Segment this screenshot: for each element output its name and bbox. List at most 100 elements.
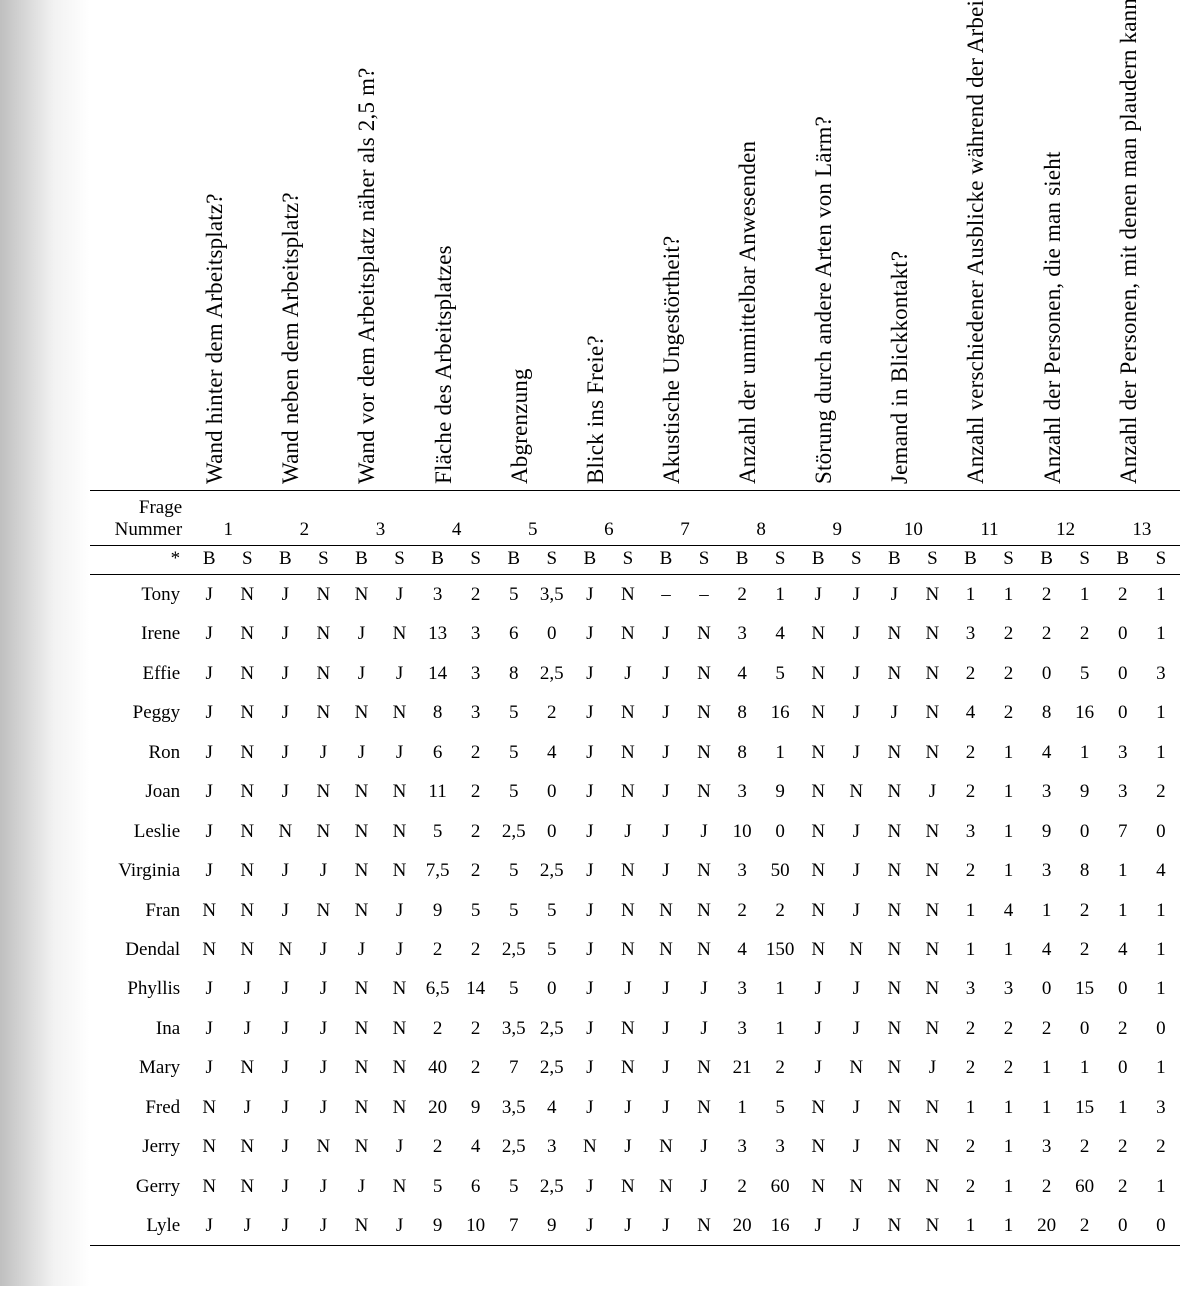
cell: 5 [495,575,533,615]
cell: 8 [419,693,457,732]
cell: J [609,1088,647,1127]
cell: N [647,891,685,930]
cell: 1 [989,930,1027,969]
cell: N [380,1088,418,1127]
cell: 1 [989,1167,1027,1206]
cell: J [571,1088,609,1127]
cell: N [875,1088,913,1127]
cell: N [647,1167,685,1206]
cell: J [380,733,418,772]
cell: 2 [723,891,761,930]
cell: 1 [1142,614,1180,653]
cell: J [799,969,837,1008]
cell: 4 [761,614,799,653]
cell: 0 [1142,1009,1180,1048]
row-name: Gerry [90,1167,190,1206]
cell: 2 [419,930,457,969]
cell: J [190,851,228,890]
table-row: GerryNNJJJN5652,5JNNJ260NNNN2126021 [90,1167,1180,1206]
subheader-s: S [457,546,495,575]
column-header-q13: Anzahl der Personen, mit denen man plaud… [1104,30,1180,491]
row-name: Peggy [90,693,190,732]
cell: 4 [723,654,761,693]
cell: 5 [761,1088,799,1127]
cell: J [228,1088,266,1127]
cell: 2 [989,1009,1027,1048]
cell: 0 [1104,693,1142,732]
cell: 3 [951,614,989,653]
table-row: TonyJNJNNJ3253,5JN––21JJJN112121 [90,575,1180,615]
cell: N [380,1167,418,1206]
cell: 4 [989,891,1027,930]
cell: N [913,1167,951,1206]
cell: J [609,969,647,1008]
cell: J [609,1206,647,1246]
cell: J [913,1048,951,1087]
cell: 2 [989,693,1027,732]
cell: 1 [1142,891,1180,930]
cell: 7 [1104,812,1142,851]
question-number-7: 7 [647,491,723,546]
cell: – [685,575,723,615]
cell: J [571,851,609,890]
table-row: RonJNJJJJ6254JNJN81NJNN214131 [90,733,1180,772]
cell: 5 [533,891,571,930]
cell: N [799,851,837,890]
frage-nummer-label: FrageNummer [90,491,190,546]
cell: 5 [495,1167,533,1206]
cell: N [228,575,266,615]
cell: N [647,930,685,969]
cell: 2,5 [533,1009,571,1048]
cell: 5 [533,930,571,969]
cell: 1 [989,1088,1027,1127]
cell: N [685,1206,723,1246]
cell: 5 [495,891,533,930]
cell: J [304,851,342,890]
cell: 2 [533,693,571,732]
cell: N [609,1167,647,1206]
cell: N [190,891,228,930]
cell: N [228,654,266,693]
cell: 9 [419,891,457,930]
cell: N [913,930,951,969]
cell: N [837,1167,875,1206]
cell: – [647,575,685,615]
cell: 7 [495,1206,533,1246]
cell: 2 [951,1167,989,1206]
table-row: MaryJNJJNN40272,5JNJN212JNNJ221101 [90,1048,1180,1087]
cell: 8 [1028,693,1066,732]
cell: 5 [495,969,533,1008]
cell: 3 [989,969,1027,1008]
cell: 0 [1142,1206,1180,1246]
row-name: Fred [90,1088,190,1127]
cell: 5 [495,693,533,732]
cell: N [799,1088,837,1127]
cell: N [228,772,266,811]
cell: J [837,1088,875,1127]
cell: 3 [723,772,761,811]
cell: N [875,1009,913,1048]
cell: 1 [1142,733,1180,772]
cell: 3 [419,575,457,615]
column-header-q10: Jemand in Blickkontakt? [875,30,951,491]
cell: 20 [723,1206,761,1246]
question-number-3: 3 [342,491,418,546]
cell: 5 [495,733,533,772]
cell: 1 [989,575,1027,615]
cell: N [380,1048,418,1087]
cell: 9 [1028,812,1066,851]
cell: J [609,1127,647,1166]
cell: N [190,930,228,969]
column-header-q9: Störung durch andere Arten von Lärm? [799,30,875,491]
row-name: Irene [90,614,190,653]
table-row: LyleJJJJNJ91079JJJN2016JJNN1120200 [90,1206,1180,1246]
cell: N [190,1167,228,1206]
cell: 1 [989,1206,1027,1246]
cell: J [647,654,685,693]
cell: N [609,851,647,890]
cell: J [571,891,609,930]
cell: N [875,891,913,930]
cell: 2,5 [495,1127,533,1166]
cell: N [380,693,418,732]
cell: N [913,891,951,930]
